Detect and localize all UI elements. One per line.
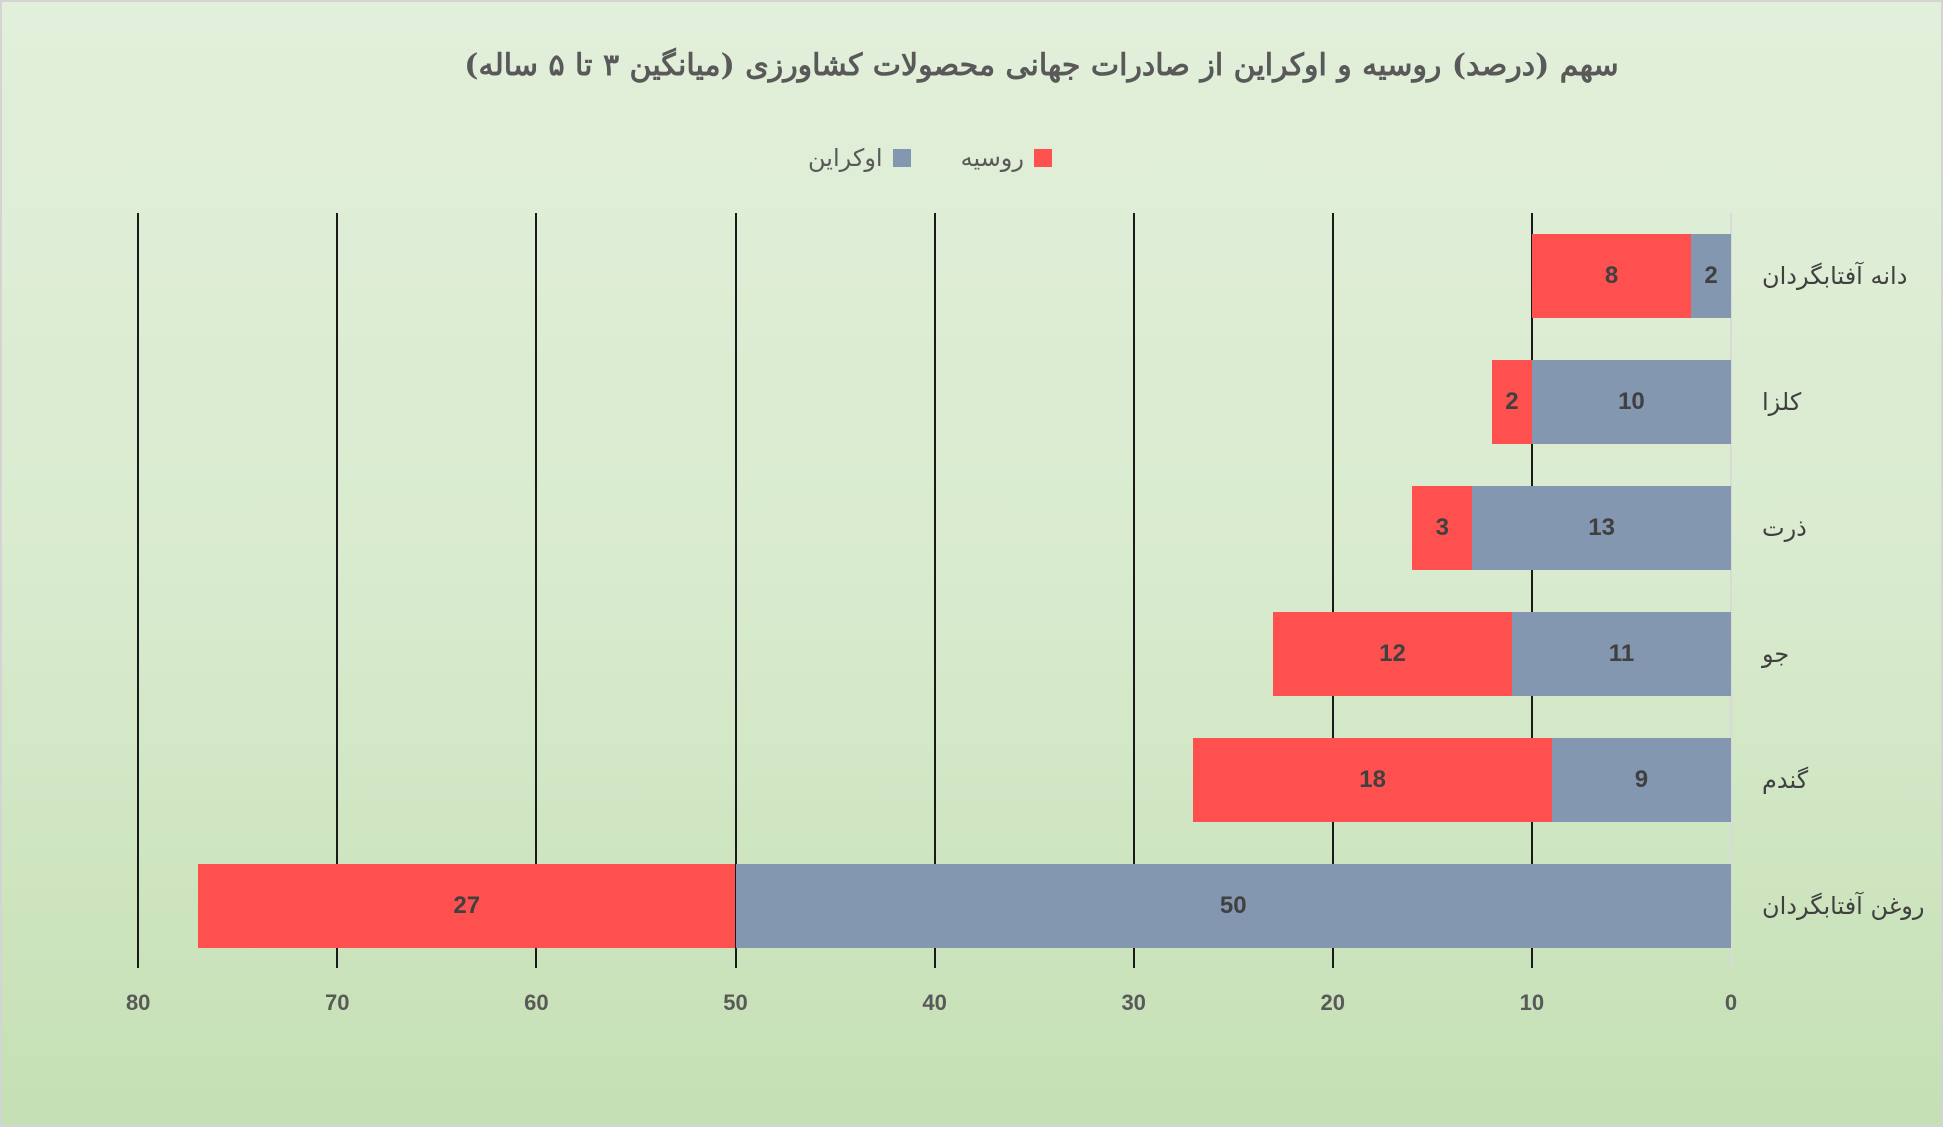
legend-item-ukraine[interactable]: اوکراین [808, 144, 911, 172]
category-label: کلزا [1762, 388, 1802, 416]
data-label: 13 [1588, 514, 1615, 541]
x-tick-label: 60 [524, 990, 549, 1015]
bar-segment-ukraine[interactable]: 10 [1531, 360, 1731, 444]
gridline [1132, 213, 1135, 968]
gridline [336, 213, 339, 968]
gridline [734, 213, 737, 968]
data-label: 10 [1618, 388, 1645, 415]
x-tick-label: 0 [1724, 990, 1738, 1015]
bar-segment-ukraine[interactable]: 2 [1691, 234, 1731, 318]
bar-segment-russia[interactable]: 12 [1273, 612, 1512, 696]
x-tick-label: 50 [723, 990, 748, 1015]
bar-segment-ukraine[interactable]: 9 [1551, 738, 1731, 822]
gridline [933, 213, 936, 968]
category-label: جو [1762, 640, 1790, 668]
category-label: روغن آفتابگردان [1762, 892, 1925, 920]
legend-label-ukraine: اوکراین [808, 144, 883, 172]
bar-segment-ukraine[interactable]: 50 [735, 864, 1731, 948]
data-label: 50 [1219, 892, 1247, 919]
bar-segment-russia[interactable]: 27 [197, 864, 736, 948]
bar-segment-russia[interactable]: 2 [1492, 360, 1532, 444]
data-label: 12 [1379, 640, 1406, 667]
bar-segment-russia[interactable]: 8 [1531, 234, 1692, 318]
bar-segment-ukraine[interactable]: 11 [1511, 612, 1731, 696]
data-label: 8 [1604, 262, 1619, 289]
data-label: 27 [453, 892, 481, 919]
x-tick-label: 30 [1121, 990, 1146, 1015]
legend-label-russia: روسیه [960, 144, 1024, 172]
gridline [137, 213, 140, 968]
gridline [535, 213, 538, 968]
legend: روسیه اوکراین [780, 138, 1080, 178]
bar-segment-russia[interactable]: 18 [1193, 738, 1552, 822]
x-tick-label: 70 [325, 990, 350, 1015]
legend-item-russia[interactable]: روسیه [961, 144, 1052, 172]
data-label: 11 [1608, 640, 1635, 667]
bar-segment-russia[interactable]: 3 [1412, 486, 1473, 570]
chart-title: سهم (درصد) روسیه و اوکراین از صادرات جها… [0, 48, 1943, 83]
gridline [1331, 213, 1334, 968]
data-label: 18 [1359, 766, 1386, 793]
category-label: دانه آفتابگردان [1762, 262, 1908, 290]
category-label: گندم [1762, 766, 1809, 794]
data-label: 3 [1435, 514, 1449, 541]
data-label: 2 [1505, 388, 1519, 415]
bar-segment-ukraine[interactable]: 13 [1472, 486, 1731, 570]
x-tick-label: 40 [922, 990, 947, 1015]
x-tick-label: 10 [1519, 990, 1545, 1015]
legend-swatch-russia [1033, 149, 1052, 167]
data-label: 9 [1634, 766, 1649, 793]
chart-title-text: سهم (درصد) روسیه و اوکراین از صادرات جها… [464, 48, 1619, 83]
axis-line [1730, 213, 1732, 968]
x-tick-label: 20 [1320, 990, 1346, 1015]
data-label: 2 [1704, 262, 1718, 289]
legend-swatch-ukraine [892, 149, 911, 167]
x-tick-label: 80 [125, 990, 151, 1015]
category-label: ذرت [1762, 514, 1807, 542]
gridline [1530, 213, 1533, 968]
